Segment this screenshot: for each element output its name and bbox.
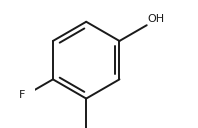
Text: OH: OH xyxy=(147,14,165,24)
Text: F: F xyxy=(19,90,25,100)
